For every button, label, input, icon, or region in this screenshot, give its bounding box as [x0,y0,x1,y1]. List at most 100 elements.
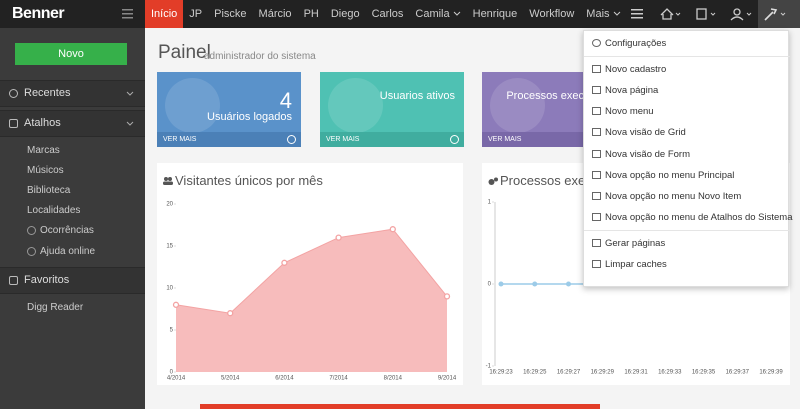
y-tick-label: 1 [488,200,492,206]
nav-label: Início [151,8,178,20]
sidebar-item[interactable]: Biblioteca [27,185,71,196]
footer-label: VER MAIS [326,136,360,143]
menu-label: Configurações [605,38,667,49]
users-icon [163,177,173,185]
tile-label: Usuarios ativos [379,90,455,102]
menu-label: Limpar caches [605,259,667,270]
chevron-path [453,11,460,16]
menu-icon [592,149,601,158]
menu-item[interactable]: Novo cadastro [584,59,790,80]
y-tick-label: 0 [488,282,492,288]
top-bar: Benner Início JP Piscke Márcio PH Diego Carlos… [0,0,800,28]
point [172,301,180,308]
nav-label: Márcio [258,8,292,20]
chevron [126,121,134,126]
nav-label: JP [189,8,203,20]
y-tick-label: 0 [170,370,174,376]
tile-footer: VER MAIS [320,132,464,147]
section-label: Recentes [24,87,71,99]
sidebar-item[interactable]: Digg Reader [27,302,84,313]
point [498,281,504,287]
menu-item[interactable]: Nova visão de Form [584,144,790,165]
sidebar-section[interactable]: Favoritos [0,267,145,294]
nav-item[interactable]: Camila [409,0,466,28]
page-subtitle: administrador do sistema [204,51,316,62]
menu-label: Nova visão de Grid [605,127,686,139]
chart-title: Visitantes únicos por mês [175,173,323,188]
menu-item[interactable]: Nova página [584,80,790,101]
menu-item[interactable]: Nova visão de Grid [584,122,790,143]
nav-label: Henrique [472,8,518,20]
nav-label: Camila [415,8,450,20]
nav-item[interactable]: Piscke [208,0,252,28]
footer-icon [287,135,296,144]
item-icon [27,226,36,235]
menu-label: Nova opção no menu Principal [605,169,735,181]
menu-item[interactable]: Gerar páginas [584,233,790,254]
page-title: Painel [158,42,211,63]
menu-icon [592,212,601,221]
sidebar-item[interactable]: Ajuda online [40,246,96,257]
nav-item[interactable]: Carlos [366,0,410,28]
sidebar-section[interactable]: Atalhos [0,110,145,137]
nav-item[interactable]: Workflow [523,0,580,28]
menu-item[interactable]: Nova opção no menu de Atalhos do Sistema [584,207,792,228]
tile-decor [165,78,220,133]
menu-toggle[interactable] [122,9,133,19]
section-label: Favoritos [24,274,70,286]
y-tick-label: 5 [170,328,174,334]
area-fill [176,229,447,372]
x-tick-label: 16:29:29 [591,370,615,376]
menu-icon [592,191,601,200]
nav-item[interactable]: Diego [325,0,366,28]
item-icon [27,247,36,256]
menu-item[interactable]: Nova opção no menu Novo Item [584,186,790,207]
menu-item[interactable]: Novo menu [584,101,790,122]
nav-item[interactable]: JP [183,0,208,28]
nav-item[interactable]: Início [145,0,184,28]
menu-item[interactable]: Configurações [584,33,790,54]
menu-item[interactable]: Nova opção no menu Principal [584,165,790,186]
tile-decor [490,78,545,133]
chevron-path [126,91,134,96]
sidebar-item[interactable]: Ocorrências [40,225,94,236]
point [532,281,538,287]
x-tick-label: 4/2014 [167,376,186,382]
sidebar-section[interactable]: Recentes [0,80,145,107]
tile-decor [328,78,383,133]
divider [584,229,790,231]
tile[interactable]: 4 Usuários logados VER MAIS [157,72,301,147]
nav-item[interactable]: Mais [580,0,626,28]
logo[interactable]: Benner [12,5,65,22]
menu-item[interactable]: Limpar caches [584,254,790,275]
y-tick-label: -1 [486,364,492,370]
nav-item[interactable]: Márcio [253,0,298,28]
nav-item[interactable]: Henrique [467,0,524,28]
tile-value: 4 [279,88,292,113]
x-tick-label: 6/2014 [275,376,294,382]
tile[interactable]: Usuarios ativos VER MAIS [320,72,464,147]
section-label: Atalhos [24,117,61,129]
sidebar-item[interactable]: Localidades [27,205,81,216]
menu-label: Nova visão de Form [605,148,691,160]
new-button[interactable]: Novo [15,43,127,65]
y-tick-label: 15 [166,244,173,250]
x-tick-label: 16:29:23 [489,370,513,376]
nav-label: Carlos [371,8,404,20]
menu-icon [592,86,601,95]
area-line [175,228,448,314]
menu-label: Novo cadastro [605,64,667,76]
sidebar-item[interactable]: Músicos [27,165,64,176]
sidebar-item[interactable]: Marcas [27,145,60,156]
footer-label: VER MAIS [163,136,197,143]
menu-label: Gerar páginas [605,237,666,249]
chevron-path [613,11,620,16]
nav-item[interactable]: PH [298,0,325,28]
point [281,259,288,266]
point [443,293,451,300]
chevron-path [126,121,134,126]
chart: 0 5 10 15 20 4/2014 5/2014 6/2014 7/2014 8/2014 9/… [166,202,457,382]
point [335,234,342,241]
footer-icon [450,135,459,144]
toolbar-icons[interactable] [625,0,800,28]
